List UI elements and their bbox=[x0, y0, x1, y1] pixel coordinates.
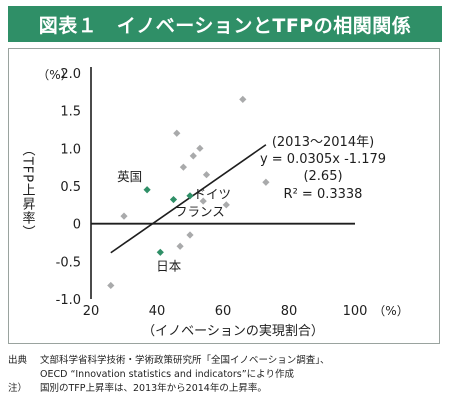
data-point bbox=[186, 231, 194, 239]
data-point bbox=[199, 197, 207, 205]
data-point bbox=[120, 212, 128, 220]
data-point bbox=[107, 281, 115, 290]
data-point bbox=[179, 163, 187, 171]
footnotes: 出典 文部科学省科学技術・学術政策研究所「全国イノベーション調査」、 OECD … bbox=[8, 354, 442, 395]
chart-frame: （%） 2.0 1.5 1.0 0.5 0 -0.5 -1.0 20 40 60 80 100 （%） （イ… bbox=[8, 48, 440, 344]
source-line-1: 文部科学省科学技術・学術政策研究所「全国イノベーション調査」、 bbox=[40, 355, 330, 366]
data-point bbox=[196, 144, 204, 152]
regression-line bbox=[110, 144, 267, 254]
y-tick-label: -1.0 bbox=[56, 293, 81, 308]
x-axis-label: （イノベーションの実現割合） bbox=[142, 323, 324, 339]
data-point bbox=[173, 129, 181, 137]
data-point bbox=[202, 171, 211, 179]
country-point bbox=[143, 186, 151, 194]
data-point bbox=[189, 152, 197, 160]
country-point bbox=[169, 195, 178, 204]
x-tick-label: 20 bbox=[83, 304, 100, 319]
data-point bbox=[262, 178, 270, 186]
y-tick-label: 1.0 bbox=[60, 142, 81, 157]
x-tick-label: 40 bbox=[149, 304, 166, 319]
x-tick-label: 60 bbox=[215, 304, 232, 319]
data-point bbox=[222, 201, 230, 209]
y-axis-unit: （%） bbox=[37, 68, 72, 82]
x-tick-label: 80 bbox=[281, 304, 298, 319]
regression-tstat-label: (2.65) bbox=[303, 169, 342, 184]
country-label: ドイツ bbox=[194, 187, 232, 202]
data-point bbox=[239, 95, 247, 103]
y-tick-label: 0.5 bbox=[60, 180, 81, 195]
country-label: 英国 bbox=[117, 169, 142, 184]
source-label: 出典 bbox=[8, 355, 28, 366]
source-line-2: OECD “Innovation statistics and indicato… bbox=[40, 368, 294, 380]
title-banner: 図表１ イノベーションとTFPの相関関係 bbox=[8, 6, 442, 42]
country-point bbox=[156, 248, 164, 256]
y-tick-label: 1.5 bbox=[60, 105, 81, 120]
regression-period-label: (2013～2014年) bbox=[272, 135, 374, 150]
source-note-continued: OECD “Innovation statistics and indicato… bbox=[8, 368, 442, 382]
country-label: フランス bbox=[175, 204, 225, 219]
note-label: 注） bbox=[8, 382, 28, 394]
data-point bbox=[176, 242, 184, 250]
y-tick-label: 0 bbox=[73, 218, 81, 233]
x-axis-unit: （%） bbox=[373, 304, 408, 318]
x-tick-label: 100 bbox=[343, 304, 368, 319]
source-note: 出典 文部科学省科学技術・学術政策研究所「全国イノベーション調査」、 bbox=[8, 354, 442, 368]
note-text: 国別のTFP上昇率は、2013年から2014年の上昇率。 bbox=[40, 382, 267, 394]
country-point bbox=[186, 192, 194, 200]
regression-equation-label: y = 0.0305x -1.179 bbox=[260, 152, 386, 167]
scatter-chart: （%）2.01.51.00.50-0.5-1.020 40 60 80 100 （%）（イ… bbox=[20, 67, 409, 339]
country-label: 日本 bbox=[156, 258, 182, 273]
regression-r2-label: R² = 0.3338 bbox=[284, 187, 363, 202]
y-axis-label: （TFP上昇率） bbox=[20, 143, 36, 239]
y-tick-label: -0.5 bbox=[56, 255, 81, 270]
page-title: 図表１ イノベーションとTFPの相関関係 bbox=[38, 14, 412, 37]
remark-note: 注） 国別のTFP上昇率は、2013年から2014年の上昇率。 bbox=[8, 382, 442, 396]
y-tick-label: 2.0 bbox=[60, 67, 81, 82]
